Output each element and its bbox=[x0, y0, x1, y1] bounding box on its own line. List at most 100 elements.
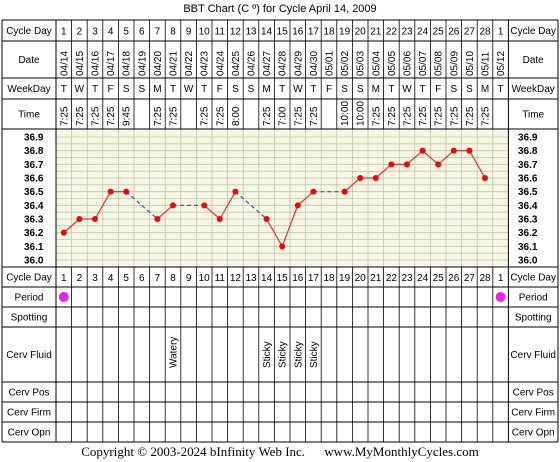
temperature-point bbox=[388, 161, 395, 168]
date-cell: 04/28 bbox=[278, 51, 289, 76]
weekday-cell: S bbox=[466, 84, 473, 95]
cycle-day-cell: 16 bbox=[292, 27, 304, 38]
cycle-day-cell-bottom: 19 bbox=[339, 273, 351, 284]
plot-layer bbox=[58, 147, 506, 302]
date-cell: 04/25 bbox=[231, 51, 242, 76]
row-label-cerv-pos-right: Cerv Pos bbox=[513, 388, 554, 399]
time-cell: 10:00 bbox=[356, 101, 367, 126]
y-tick-label: 36.7 bbox=[24, 160, 44, 171]
y-tick-label: 36.1 bbox=[24, 242, 44, 253]
row-label-cycle-day: Cycle Day bbox=[6, 273, 52, 284]
date-cell: 04/24 bbox=[215, 51, 226, 76]
temperature-line-segment bbox=[468, 150, 486, 179]
weekday-cell: T bbox=[498, 84, 504, 95]
cycle-day-cell-bottom: 24 bbox=[417, 273, 429, 284]
period-marker bbox=[58, 292, 69, 302]
row-label-cerv-fluid-right: Cerv Fluid bbox=[510, 350, 556, 361]
cycle-day-cell-bottom: 17 bbox=[308, 273, 320, 284]
cycle-day-cell-bottom: 12 bbox=[230, 273, 242, 284]
y-tick-label-right: 36.7 bbox=[518, 160, 538, 171]
cycle-day-cell: 18 bbox=[323, 27, 335, 38]
cerv-fluid-cell: Watery bbox=[169, 337, 180, 368]
weekday-cell: W bbox=[293, 84, 303, 95]
y-tick-label: 36.6 bbox=[24, 174, 44, 185]
row-label-cycle-day-right: Cycle Day bbox=[510, 273, 556, 284]
weekday-cell: W bbox=[75, 84, 85, 95]
temperature-point bbox=[450, 147, 457, 154]
weekday-cell: S bbox=[232, 84, 239, 95]
cycle-day-cell-bottom: 3 bbox=[92, 273, 98, 284]
date-cell: 04/29 bbox=[293, 51, 304, 76]
cycle-day-cell-bottom: 13 bbox=[245, 273, 257, 284]
temperature-point bbox=[60, 229, 67, 236]
cycle-day-cell: 12 bbox=[230, 27, 242, 38]
date-cell: 04/16 bbox=[91, 51, 102, 76]
footer-copyright: Copyright © 2003-2024 bInfinity Web Inc. bbox=[81, 444, 306, 459]
temperature-line-segment bbox=[437, 150, 455, 165]
weekday-cell: M bbox=[262, 84, 270, 95]
cycle-day-cell: 23 bbox=[401, 27, 413, 38]
date-cell: 04/18 bbox=[122, 51, 133, 76]
weekday-cell: S bbox=[248, 84, 255, 95]
y-tick-label-right: 36.9 bbox=[518, 133, 538, 144]
date-cell: 04/26 bbox=[247, 51, 258, 76]
cycle-day-cell-bottom: 22 bbox=[386, 273, 398, 284]
cycle-day-cell: 26 bbox=[448, 27, 460, 38]
time-cell: 7:25 bbox=[91, 106, 102, 126]
temperature-point bbox=[201, 202, 208, 209]
grid-layer bbox=[1, 19, 559, 443]
date-cell: 04/23 bbox=[200, 51, 211, 76]
weekday-cell: W bbox=[402, 84, 412, 95]
temperature-point bbox=[482, 175, 488, 181]
y-tick-label: 36.9 bbox=[24, 133, 44, 144]
weekday-cell: F bbox=[108, 84, 114, 95]
cycle-day-cell: 21 bbox=[370, 27, 382, 38]
weekday-cell: F bbox=[217, 84, 223, 95]
cycle-day-cell: 13 bbox=[245, 27, 257, 38]
cycle-day-cell-bottom: 1 bbox=[498, 273, 504, 284]
footer-site-link[interactable]: www.MyMonthlyCycles.com bbox=[324, 444, 479, 459]
time-cell: 7:25 bbox=[309, 106, 320, 126]
y-tick-label-right: 36.3 bbox=[518, 215, 538, 226]
time-cell: 7:25 bbox=[153, 106, 164, 126]
date-cell: 05/10 bbox=[465, 51, 476, 76]
cycle-day-cell: 1 bbox=[498, 27, 504, 38]
y-tick-label: 36.0 bbox=[24, 256, 44, 267]
temperature-point bbox=[107, 188, 114, 195]
time-cell: 7:25 bbox=[465, 106, 476, 126]
temperature-point bbox=[372, 175, 379, 181]
date-cell: 05/11 bbox=[481, 51, 492, 76]
y-tick-label-right: 36.8 bbox=[518, 146, 538, 157]
y-tick-label: 36.8 bbox=[24, 146, 44, 157]
weekday-cell: T bbox=[279, 84, 285, 95]
temperature-line-segment bbox=[281, 205, 299, 247]
temperature-point bbox=[232, 188, 239, 195]
temperature-line-segment bbox=[94, 191, 112, 220]
date-cell: 05/06 bbox=[403, 51, 414, 76]
row-label-date: Date bbox=[18, 55, 40, 66]
date-cell: 05/08 bbox=[434, 51, 445, 76]
row-label-weekday: WeekDay bbox=[7, 84, 50, 95]
weekday-cell: T bbox=[61, 84, 67, 95]
cycle-day-cell-bottom: 7 bbox=[155, 273, 161, 284]
weekday-cell: M bbox=[481, 84, 489, 95]
y-tick-label-right: 36.6 bbox=[518, 174, 538, 185]
cycle-day-cell: 9 bbox=[186, 27, 192, 38]
weekday-cell: T bbox=[310, 84, 316, 95]
temperature-line-segment bbox=[406, 150, 423, 165]
date-cell: 05/01 bbox=[325, 51, 336, 76]
date-cell: 05/05 bbox=[387, 51, 398, 76]
cycle-day-cell-bottom: 10 bbox=[199, 273, 211, 284]
row-label-cerv-opn-right: Cerv Opn bbox=[512, 428, 555, 439]
cycle-day-cell: 3 bbox=[92, 27, 98, 38]
weekday-cell: T bbox=[170, 84, 176, 95]
temperature-line-segment bbox=[266, 218, 283, 247]
temperature-line-segment bbox=[219, 191, 236, 220]
row-label-cycle-day: Cycle Day bbox=[6, 26, 52, 37]
cerv-fluid-cell: Sticky bbox=[278, 341, 289, 368]
temperature-point bbox=[279, 243, 286, 250]
cycle-day-cell-bottom: 20 bbox=[355, 273, 367, 284]
cycle-day-cell: 19 bbox=[339, 27, 351, 38]
weekday-cell: T bbox=[92, 84, 98, 95]
time-cell: 7:25 bbox=[434, 106, 445, 126]
